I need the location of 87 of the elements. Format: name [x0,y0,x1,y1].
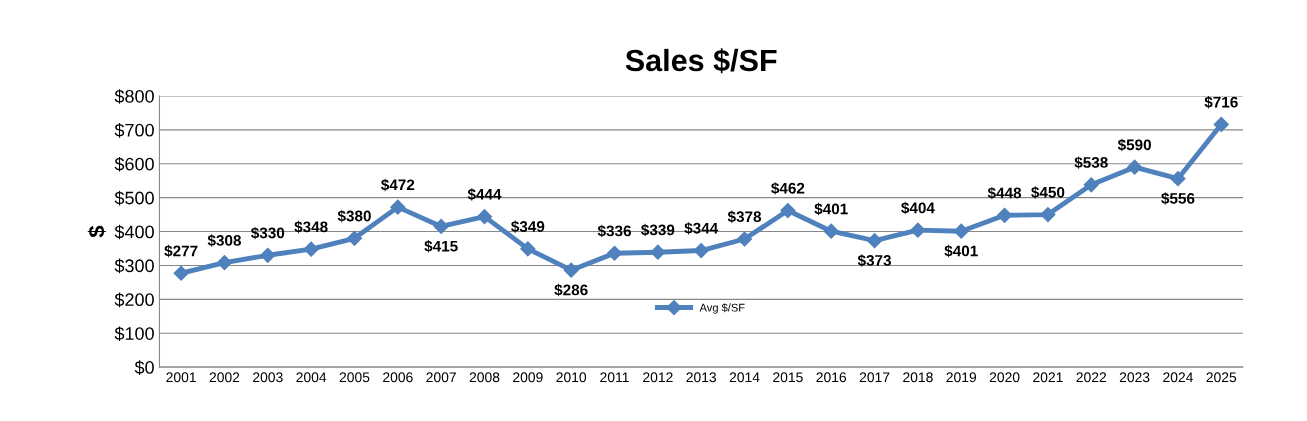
point [390,199,406,215]
x-tick-label: 2019 [946,372,977,383]
point [260,247,276,263]
x-tick-label: 2018 [903,372,933,383]
x-tick-label: 2012 [643,372,673,383]
x-tick-label: 2011 [600,372,629,383]
x-tick-label: 2001 [166,372,196,383]
data-label: $450 [1031,186,1065,199]
point [303,241,319,257]
data-label: $404 [901,201,935,215]
x-tick-label: 2002 [209,372,240,383]
x-tick-label: 2013 [686,372,717,383]
point [650,244,666,260]
point [563,262,579,278]
x-tick-label: 2015 [773,372,803,383]
x-tick-label: 2022 [1076,372,1107,383]
data-label: $448 [987,186,1022,200]
data-label: $716 [1204,96,1238,109]
y-tick-label: $200 [114,292,154,308]
x-tick-label: 2004 [296,372,327,383]
point [606,245,623,261]
x-tick-label: 2020 [989,372,1020,383]
data-label: $538 [1074,156,1108,169]
x-tick-label: 2003 [253,372,283,383]
y-tick-label: $100 [114,326,154,342]
data-label: $401 [814,202,848,216]
data-label: $373 [857,254,892,267]
data-label: $590 [1117,138,1151,152]
x-tick-label: 2009 [513,372,543,383]
point [433,218,449,235]
point [866,233,883,249]
data-label: $380 [337,209,371,223]
point [346,230,363,246]
data-label: $472 [381,178,415,192]
x-tick-label: 2016 [816,372,847,383]
data-label: $348 [294,220,328,234]
y-tick-label: $300 [114,258,154,274]
y-tick-label: $400 [114,224,154,240]
point [823,223,839,239]
x-tick-label: 2021 [1033,372,1063,383]
data-label: $349 [511,220,545,233]
point [997,207,1013,223]
y-tick-label: $0 [134,360,154,375]
x-tick-label: 2007 [426,372,456,383]
x-tick-label: 2008 [469,372,500,383]
data-label: $378 [727,210,762,224]
y-tick-label: $600 [114,156,154,172]
point [520,241,536,257]
point [736,231,753,247]
point [1127,159,1143,175]
data-label: $308 [207,234,241,247]
y-tick-label: $800 [114,89,154,104]
x-tick-label: 2023 [1119,372,1150,383]
data-label: $401 [944,244,978,258]
point [216,255,233,271]
chart-title: Sales $/SF [625,48,777,74]
y-axis-title: $ [87,225,106,238]
x-tick-label: 2005 [339,372,370,383]
data-label: $286 [554,283,588,297]
data-label: $556 [1161,192,1195,205]
data-label: $330 [251,226,285,240]
point [173,265,189,281]
data-label: $415 [424,240,458,253]
x-tick-label: 2006 [383,372,413,383]
data-label: $444 [467,188,502,201]
point [953,223,969,239]
x-tick-label: 2024 [1163,372,1193,383]
data-label: $344 [684,222,719,235]
x-tick-label: 2010 [556,372,587,383]
point [1083,177,1099,193]
point [693,242,709,259]
point [780,202,796,219]
point [910,222,926,238]
data-label: $462 [771,182,805,195]
legend-label: Avg $/SF [699,303,745,314]
x-tick-label: 2025 [1206,372,1237,383]
data-label: $336 [597,224,631,238]
x-tick-label: 2017 [859,372,890,383]
point [1213,116,1229,133]
point [476,209,493,225]
x-tick-label: 2014 [729,372,760,383]
y-tick-label: $700 [114,123,154,138]
point [1170,171,1186,187]
data-label: $277 [164,244,198,258]
point [1040,207,1056,223]
data-label: $339 [641,223,675,237]
y-tick-label: $500 [114,190,154,206]
